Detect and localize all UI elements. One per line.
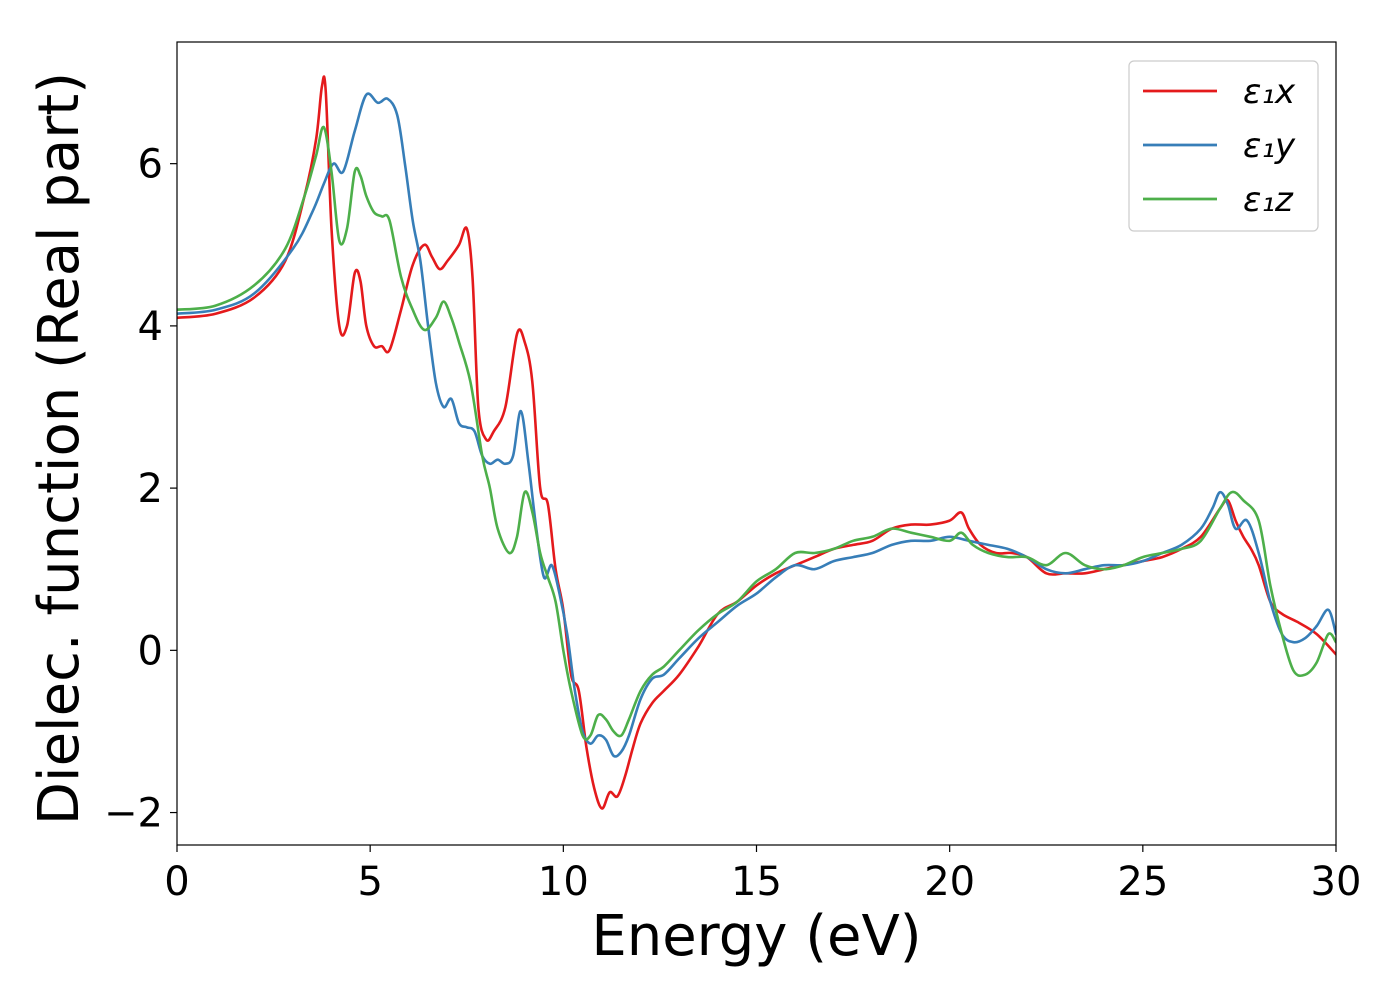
y-tick-label: 2 <box>138 466 163 512</box>
x-tick-label: 10 <box>538 859 589 905</box>
legend-label: ε₁y <box>1243 126 1296 166</box>
x-tick-label: 0 <box>164 859 189 905</box>
x-axis-label: Energy (eV) <box>591 904 921 969</box>
x-tick-label: 20 <box>924 859 975 905</box>
x-axis: 0 5 10 15 20 25 30 <box>164 845 1361 905</box>
y-tick-label: 4 <box>138 304 163 350</box>
y-tick-label: −2 <box>104 791 163 837</box>
y-tick-label: 0 <box>138 628 163 674</box>
y-axis: −2 0 2 4 6 <box>104 142 177 837</box>
series-line-3 <box>177 125 1336 741</box>
x-tick-label: 5 <box>357 859 382 905</box>
x-tick-label: 15 <box>731 859 782 905</box>
legend-box <box>1128 60 1319 232</box>
x-tick-label: 25 <box>1117 859 1168 905</box>
legend: ε₁x ε₁y ε₁z <box>1128 60 1319 232</box>
series-line-2 <box>177 92 1336 758</box>
x-tick-label: 30 <box>1311 859 1362 905</box>
y-tick-label: 6 <box>138 142 163 188</box>
series-layer <box>177 75 1336 810</box>
legend-label: ε₁z <box>1243 180 1294 220</box>
legend-label: ε₁x <box>1243 72 1296 112</box>
y-axis-label: Dielec. function (Real part) <box>27 72 92 825</box>
